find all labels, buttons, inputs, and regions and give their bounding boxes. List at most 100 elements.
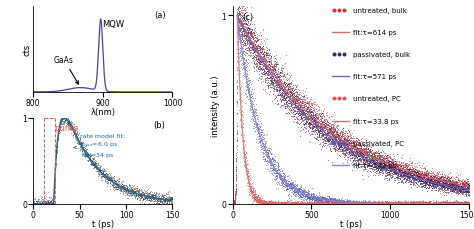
Point bbox=[436, 201, 443, 205]
Point bbox=[93, 159, 100, 163]
Point bbox=[339, 202, 346, 206]
Point bbox=[99, 173, 106, 177]
Point bbox=[375, 202, 383, 206]
Point bbox=[361, 202, 369, 206]
Point bbox=[364, 201, 372, 204]
Point bbox=[410, 173, 418, 176]
Point bbox=[389, 175, 396, 179]
Point bbox=[250, 192, 257, 196]
Point bbox=[235, 28, 242, 32]
Point bbox=[455, 180, 462, 184]
Point bbox=[360, 200, 368, 204]
Point bbox=[82, 155, 90, 158]
Point bbox=[236, 87, 244, 91]
Point bbox=[273, 79, 281, 82]
Point bbox=[349, 202, 356, 206]
Point bbox=[321, 124, 329, 128]
Point bbox=[405, 180, 413, 184]
Point bbox=[449, 183, 456, 186]
Point bbox=[255, 62, 263, 65]
Point bbox=[305, 115, 312, 118]
Point bbox=[383, 165, 391, 169]
Point bbox=[278, 177, 286, 181]
Point bbox=[285, 178, 292, 182]
Point bbox=[257, 143, 264, 147]
Point bbox=[310, 199, 318, 203]
Point bbox=[382, 201, 390, 204]
Point bbox=[399, 202, 407, 206]
Point bbox=[435, 200, 442, 204]
Point bbox=[436, 202, 443, 206]
Point bbox=[419, 202, 427, 206]
Point bbox=[424, 202, 431, 205]
Point bbox=[444, 202, 451, 206]
Point bbox=[77, 139, 84, 143]
Point bbox=[346, 150, 354, 154]
Point bbox=[366, 159, 374, 163]
Point bbox=[361, 151, 369, 155]
Point bbox=[40, 201, 48, 204]
Point bbox=[341, 202, 349, 205]
Point bbox=[134, 188, 141, 192]
Point bbox=[430, 180, 438, 183]
Point bbox=[390, 202, 398, 205]
Point bbox=[161, 199, 168, 203]
Point bbox=[439, 179, 447, 183]
Point bbox=[82, 152, 89, 156]
Point bbox=[273, 164, 280, 167]
Point bbox=[237, 58, 245, 62]
Point bbox=[438, 202, 446, 206]
Point bbox=[253, 48, 261, 52]
Point bbox=[461, 184, 469, 187]
Point bbox=[416, 202, 423, 206]
Point bbox=[352, 201, 359, 204]
Point bbox=[439, 181, 447, 185]
Point bbox=[271, 201, 278, 204]
Point bbox=[168, 197, 175, 201]
Point bbox=[91, 162, 99, 165]
Point bbox=[457, 201, 465, 205]
Point bbox=[299, 89, 307, 92]
Point bbox=[409, 201, 417, 204]
Point bbox=[241, 26, 249, 30]
Point bbox=[306, 110, 314, 114]
Point bbox=[375, 201, 383, 205]
Point bbox=[319, 200, 327, 203]
Point bbox=[29, 200, 37, 204]
Point bbox=[129, 191, 137, 195]
Point bbox=[247, 93, 255, 96]
Point bbox=[397, 178, 405, 182]
Point bbox=[253, 60, 261, 64]
Point bbox=[407, 202, 414, 206]
Point bbox=[148, 195, 155, 198]
Point bbox=[446, 200, 454, 203]
Point bbox=[449, 202, 457, 206]
Point bbox=[425, 202, 433, 206]
Point bbox=[293, 102, 301, 105]
Point bbox=[285, 79, 293, 82]
Point bbox=[462, 202, 470, 206]
Point bbox=[383, 165, 391, 168]
Point bbox=[454, 193, 462, 196]
Point bbox=[375, 160, 383, 164]
Point bbox=[272, 179, 279, 182]
Point bbox=[235, 60, 242, 63]
Point bbox=[276, 84, 283, 88]
Point bbox=[362, 161, 369, 165]
Point bbox=[53, 148, 61, 152]
Point bbox=[249, 38, 256, 41]
Point bbox=[56, 126, 64, 130]
Point bbox=[313, 202, 321, 206]
Point bbox=[246, 94, 254, 98]
Point bbox=[361, 158, 368, 161]
Point bbox=[346, 202, 354, 206]
Point bbox=[417, 202, 424, 206]
Point bbox=[292, 202, 299, 206]
Point bbox=[312, 202, 320, 205]
Point bbox=[411, 200, 419, 204]
Point bbox=[455, 202, 463, 206]
Point bbox=[241, 72, 249, 76]
Point bbox=[448, 202, 456, 206]
Point bbox=[356, 158, 363, 161]
Point bbox=[315, 196, 322, 199]
